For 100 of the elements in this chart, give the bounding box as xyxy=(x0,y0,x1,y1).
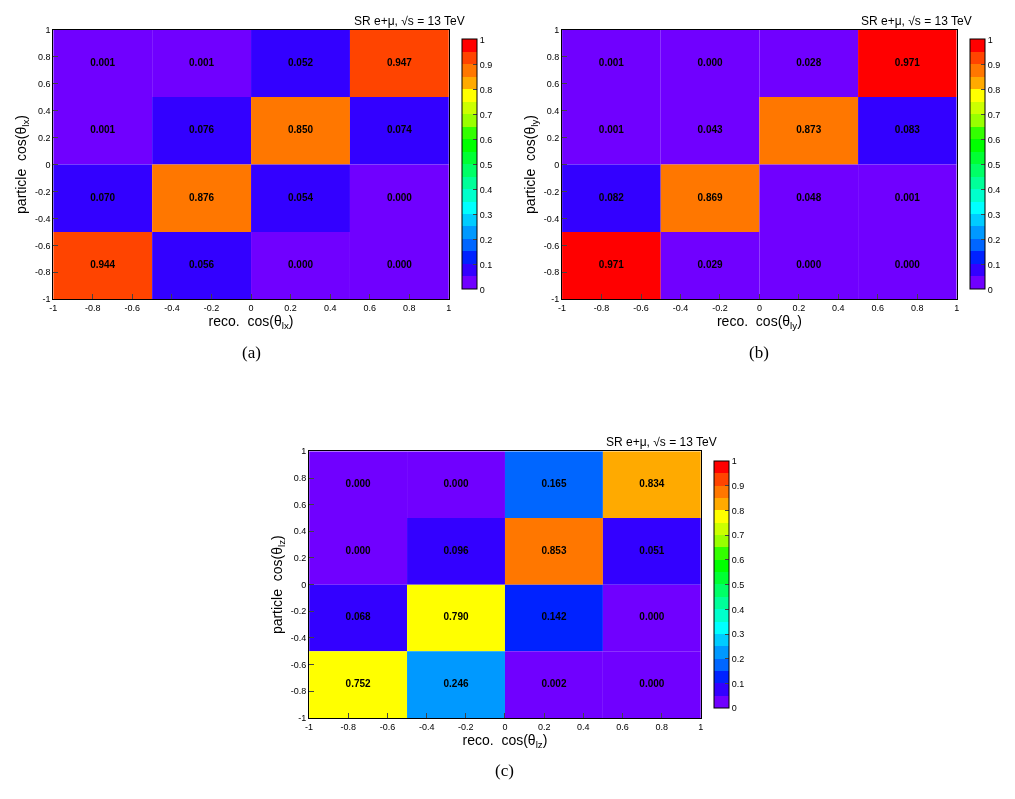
data-label: 0.869 xyxy=(697,191,724,203)
data-label: 0.056 xyxy=(189,259,215,271)
x-tick-label: 1 xyxy=(954,303,960,314)
x-tick-label: 0.4 xyxy=(577,721,590,732)
color-bar-label: 0.9 xyxy=(987,59,1001,70)
chart-title: SR e+μ, √s = 13 TeV xyxy=(861,14,972,28)
data-label: 0.074 xyxy=(386,124,413,136)
y-tick-label: 0.6 xyxy=(293,499,307,510)
y-tick-label: -0.4 xyxy=(290,633,307,644)
y-tick-label: 1 xyxy=(554,24,560,35)
data-label: 0.971 xyxy=(598,259,625,271)
y-tick-label: 0.6 xyxy=(37,78,51,89)
color-bar-label: 0.7 xyxy=(731,530,745,541)
x-tick-label: -0.2 xyxy=(458,721,474,732)
data-label: 0.853 xyxy=(541,544,567,556)
y-tick-label: -0.2 xyxy=(290,606,307,617)
data-label: 0.000 xyxy=(345,544,372,556)
text: (a) xyxy=(242,343,261,362)
color-bar-label: 0.9 xyxy=(479,59,493,70)
x-axis-title: reco. cos(θ$_{ly}$) xyxy=(716,313,802,332)
y-tick-label: 0.8 xyxy=(293,473,307,484)
x-tick-label: -0.2 xyxy=(712,303,728,314)
x-tick-label: 0.6 xyxy=(871,303,885,314)
data-label: 0.070 xyxy=(90,191,116,203)
data-label: 0.000 xyxy=(697,56,724,68)
y-tick-label: 0.8 xyxy=(37,51,51,62)
color-bar-label: 0.4 xyxy=(731,604,745,615)
color-bar-label: 0.4 xyxy=(479,184,493,195)
x-tick-label: 0.8 xyxy=(403,303,416,314)
y-tick-label: 0.2 xyxy=(293,553,307,564)
y-tick-label: 1 xyxy=(45,24,51,35)
x-tick-label: -0.8 xyxy=(85,303,101,314)
y-tick-label: -0.8 xyxy=(34,267,51,278)
y-tick-label: 0.6 xyxy=(546,78,560,89)
color-bar-label: 0.8 xyxy=(987,84,1001,95)
data-label: 0.142 xyxy=(541,611,567,623)
data-label: 0.246 xyxy=(443,678,469,690)
data-label: 0.051 xyxy=(639,544,665,556)
x-tick-label: 0.8 xyxy=(655,721,668,732)
data-label: 0.947 xyxy=(386,56,413,68)
data-label: 0.082 xyxy=(598,191,625,203)
data-label: 0.068 xyxy=(345,611,372,623)
y-tick-label: -0.6 xyxy=(290,659,307,670)
y-tick-label: -0.8 xyxy=(290,686,307,697)
data-label: 0.028 xyxy=(796,56,822,68)
color-bar-label: 0.6 xyxy=(479,134,493,145)
x-tick-label: 0.4 xyxy=(832,303,845,314)
color-bar-label: 0.3 xyxy=(731,629,745,640)
data-label: 0.000 xyxy=(386,259,413,271)
x-tick-label: 1 xyxy=(698,721,704,732)
data-label: 0.000 xyxy=(386,191,413,203)
color-bar-label: 0 xyxy=(731,703,737,714)
data-label: 0.000 xyxy=(443,478,469,490)
y-tick-label: -1 xyxy=(42,294,51,305)
data-label: 0.944 xyxy=(90,259,116,271)
x-tick-label: 0.2 xyxy=(792,303,806,314)
data-label: 0.043 xyxy=(697,124,724,136)
data-label: 0.873 xyxy=(796,124,822,136)
data-label: 0.001 xyxy=(598,124,625,136)
color-bar-label: 0 xyxy=(479,284,485,295)
color-bar-label: 0.2 xyxy=(479,234,493,245)
y-tick-label: -0.2 xyxy=(34,186,51,197)
x-tick-label: -0.6 xyxy=(124,303,141,314)
data-label: 0.000 xyxy=(287,259,314,271)
color-bar-label: 0.7 xyxy=(479,109,493,120)
x-tick-label: -0.2 xyxy=(203,303,220,314)
y-tick-label: 0.2 xyxy=(37,132,51,143)
y-tick-label: -0.6 xyxy=(34,240,51,251)
data-label: 0.076 xyxy=(189,124,215,136)
data-label: 0.000 xyxy=(639,611,665,623)
data-label: 0.002 xyxy=(541,678,567,690)
color-bar-label: 0.1 xyxy=(479,259,493,270)
color-bar-label: 0 xyxy=(987,284,993,295)
data-label: 0.001 xyxy=(90,56,116,68)
data-label: 0.048 xyxy=(796,191,822,203)
x-tick-label: 1 xyxy=(446,303,452,314)
color-bar-label: 1 xyxy=(731,456,737,467)
y-tick-label: -1 xyxy=(551,294,560,305)
x-tick-label: 0 xyxy=(502,721,508,732)
y-tick-label: -1 xyxy=(298,713,307,724)
text: (c) xyxy=(495,761,514,780)
text: (b) xyxy=(749,343,769,362)
data-label: 0.850 xyxy=(287,124,314,136)
color-bar-label: 0.3 xyxy=(987,209,1001,220)
data-label: 0.000 xyxy=(345,478,372,490)
y-tick-label: -0.4 xyxy=(543,213,560,224)
data-label: 0.834 xyxy=(639,478,665,490)
data-label: 0.876 xyxy=(189,191,215,203)
data-label: 0.001 xyxy=(598,56,625,68)
x-axis-title: reco. cos(θ$_{lz}$) xyxy=(462,731,548,750)
data-label: 0.000 xyxy=(639,678,665,690)
color-bar-label: 0.2 xyxy=(987,234,1001,245)
y-tick-label: -0.2 xyxy=(543,186,560,197)
x-tick-label: 0.8 xyxy=(911,303,924,314)
x-tick-label: -0.8 xyxy=(340,721,357,732)
chart-title: SR e+μ, √s = 13 TeV xyxy=(354,14,465,28)
y-tick-label: 0 xyxy=(45,159,51,170)
data-label: 0.083 xyxy=(894,124,921,136)
data-label: 0.096 xyxy=(443,544,469,556)
data-label: 0.001 xyxy=(894,191,921,203)
